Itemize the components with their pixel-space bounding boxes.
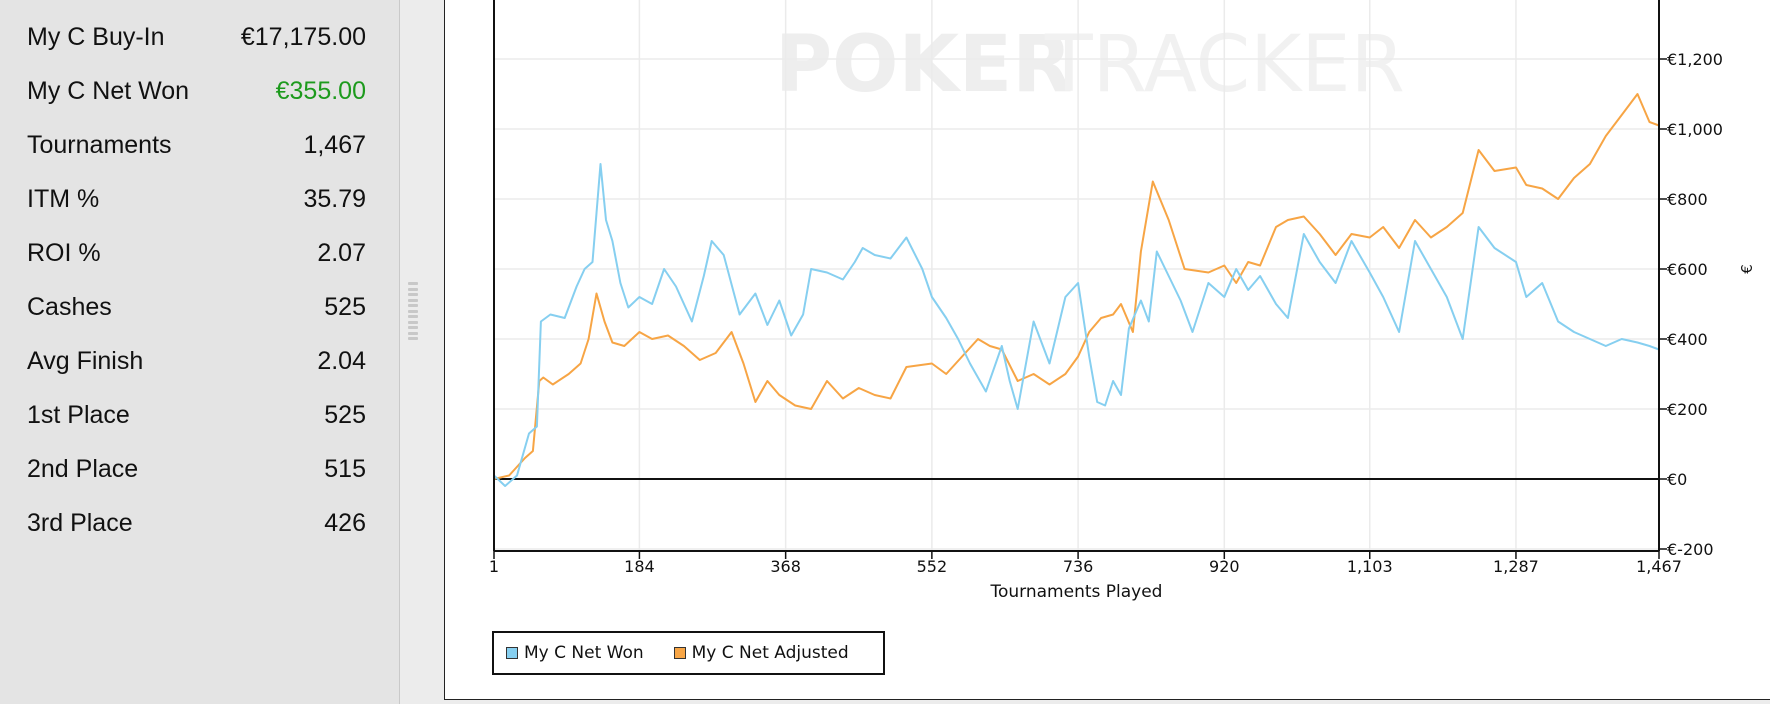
y-tick-label: €-200 — [1667, 540, 1714, 559]
legend-item-net-adjusted[interactable]: My C Net Adjusted — [673, 643, 849, 663]
legend-swatch-net-adjusted — [673, 647, 686, 659]
stat-label: 3rd Place — [27, 508, 133, 537]
stat-row: ITM % 35.79 — [27, 184, 366, 214]
stat-label: My C Net Won — [27, 76, 190, 105]
stat-label: My C Buy-In — [27, 22, 165, 51]
stat-row: My C Buy-In €17,175.00 — [27, 22, 366, 52]
stat-label: 1st Place — [27, 400, 130, 429]
stat-row: 1st Place 525 — [27, 400, 366, 430]
stat-row: Avg Finish 2.04 — [27, 346, 366, 376]
stat-value: 515 — [324, 454, 366, 483]
x-tick-label: 368 — [770, 557, 801, 576]
stats-sidebar: My C Buy-In €17,175.00 My C Net Won €355.00… — [0, 0, 400, 704]
stat-label: Avg Finish — [27, 346, 144, 375]
y-tick-label: €600 — [1667, 260, 1708, 279]
stat-row: ROI % 2.07 — [27, 238, 366, 268]
y-axis-title: € — [1738, 264, 1756, 274]
stat-label: Cashes — [27, 292, 112, 321]
stat-value: €17,175.00 — [240, 22, 366, 51]
stat-row: Tournaments 1,467 — [27, 130, 366, 160]
stat-value: 35.79 — [303, 184, 366, 213]
x-tick-label: 1,287 — [1493, 557, 1539, 576]
stat-value: 525 — [324, 400, 366, 429]
x-tick-label: 1 — [489, 557, 499, 576]
y-tick-label: €1,200 — [1667, 50, 1723, 69]
stat-label: Tournaments — [27, 130, 172, 159]
x-tick-label: 552 — [917, 557, 948, 576]
y-tick-label: €200 — [1667, 400, 1708, 419]
legend-swatch-net-won — [506, 647, 518, 659]
stat-row: 2nd Place 515 — [27, 454, 366, 484]
stat-label: ITM % — [27, 184, 100, 213]
x-tick-label: 736 — [1063, 557, 1094, 576]
x-tick-label: 1,103 — [1347, 557, 1393, 576]
stat-value: €355.00 — [275, 76, 366, 105]
series-line-net-adjusted — [493, 93, 1660, 480]
stat-value: 1,467 — [303, 130, 366, 159]
net-won-line-chart: POKERTRACKER€-200€0€200€400€600€800€1,00… — [489, 0, 1756, 602]
chart-panel: POKER TRACKER €-200 €0 €200 €400 €600 €800 €1,00… — [444, 0, 1770, 700]
stat-row: Cashes 525 — [27, 292, 366, 322]
y-tick-label: €1,000 — [1667, 120, 1723, 139]
legend-label-net-won: My C Net Won — [524, 643, 644, 663]
stat-row: 3rd Place 426 — [27, 508, 366, 538]
y-tick-label: €800 — [1667, 190, 1708, 209]
stat-value: 525 — [324, 292, 366, 321]
chart-legend: My C Net Won My C Net Adjusted — [492, 631, 885, 675]
y-tick-label: €0 — [1667, 470, 1687, 489]
stat-value: 2.07 — [317, 238, 366, 267]
x-tick-label: 1,467 — [1636, 557, 1682, 576]
x-axis-title: Tournaments Played — [990, 582, 1163, 602]
x-tick-label: 184 — [624, 557, 655, 576]
y-tick-label: €400 — [1667, 330, 1708, 349]
legend-item-net-won[interactable]: My C Net Won — [506, 643, 644, 663]
splitter-grip-handle[interactable] — [408, 282, 418, 340]
stat-value: 2.04 — [317, 346, 366, 375]
stat-label: 2nd Place — [27, 454, 139, 483]
stat-row: My C Net Won €355.00 — [27, 76, 366, 106]
stat-value: 426 — [324, 508, 366, 537]
watermark-poker-text: POKER — [775, 20, 1072, 110]
series-line-net-won — [493, 163, 1660, 487]
x-tick-label: 920 — [1209, 557, 1240, 576]
legend-label-net-adjusted: My C Net Adjusted — [691, 643, 849, 663]
stat-label: ROI % — [27, 238, 101, 267]
